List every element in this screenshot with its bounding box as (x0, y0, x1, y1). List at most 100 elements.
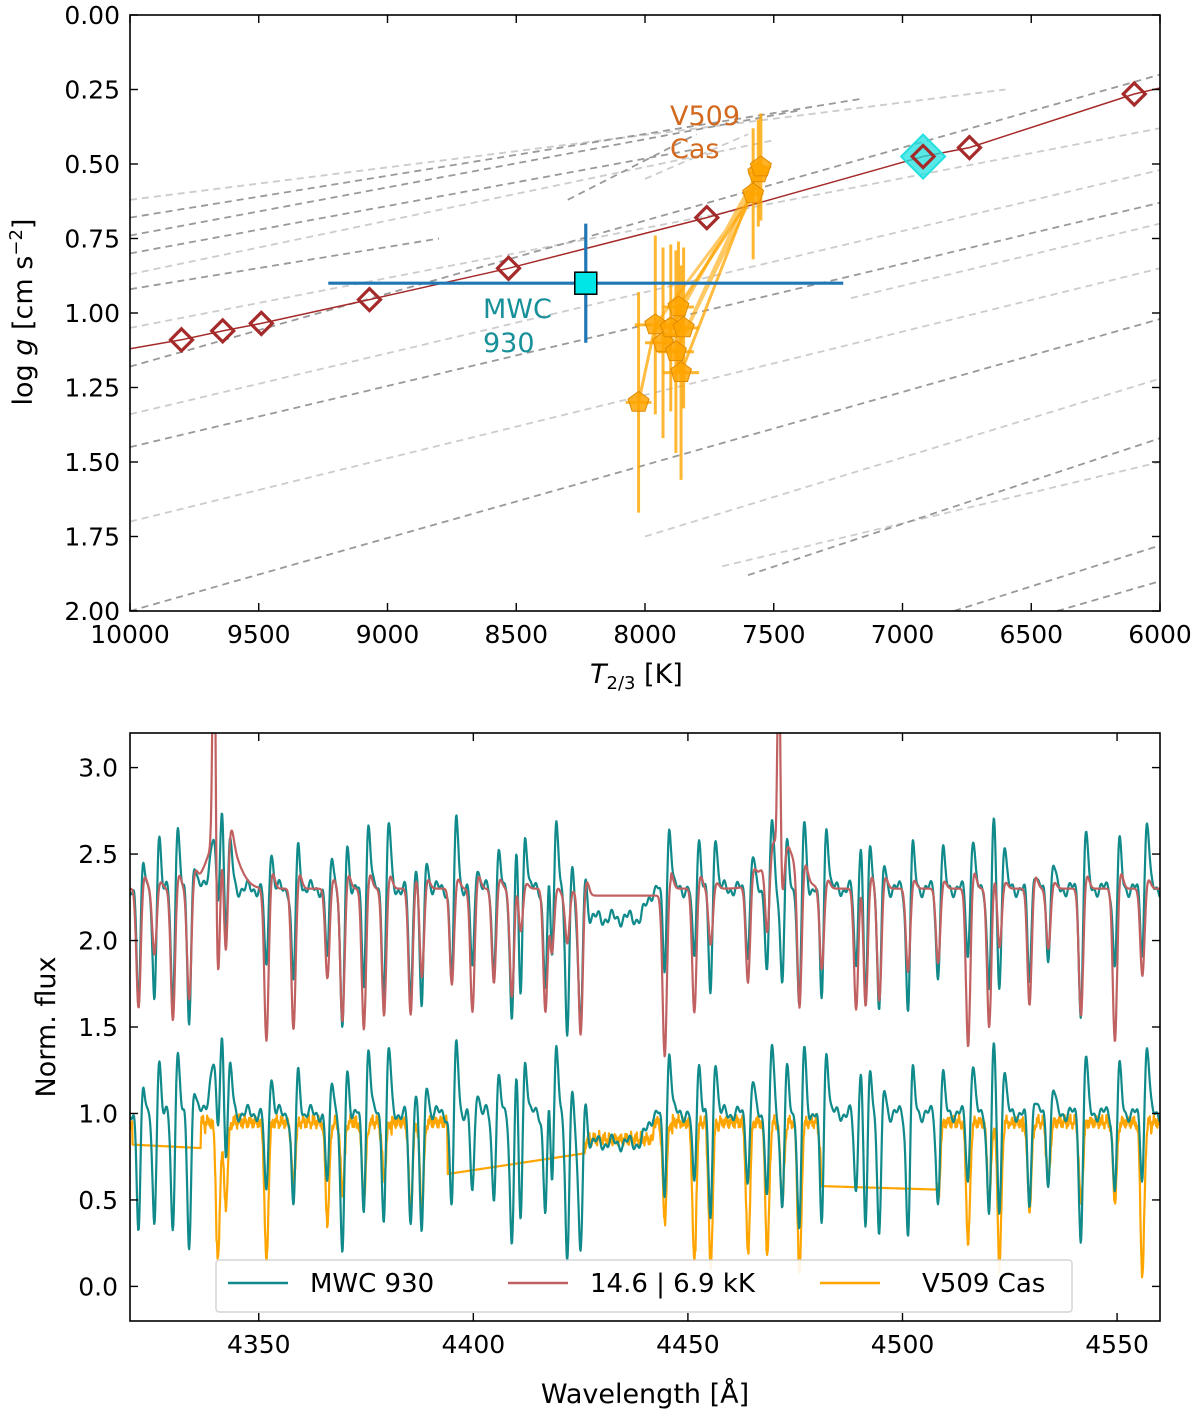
light-track-1 (130, 139, 774, 276)
top-xtick-label-0: 10000 (90, 620, 170, 649)
bot-ytick-label-6: 3.0 (78, 754, 118, 783)
bottom-panel: 4350 4400 4450 4500 4550 0.0 0.5 1.0 1.5 2.0 2.5 3… (31, 732, 1161, 1410)
top-xtick-label-6: 7000 (871, 620, 935, 649)
dark-track-1 (130, 148, 697, 255)
light-track-8 (850, 222, 1160, 299)
bot-ytick-label-3: 1.5 (78, 1013, 118, 1042)
bottom-y-axis-label: Norm. flux (31, 957, 62, 1098)
v509-point-0 (627, 390, 650, 412)
model-point-6 (909, 143, 937, 170)
bottom-x-ticks: 4350 4400 4450 4500 4550 (227, 733, 1149, 1359)
top-ytick-label-3: 0.75 (64, 225, 120, 254)
v509-point-1 (644, 313, 667, 335)
model-point-5 (693, 204, 721, 231)
dark-track-8 (1056, 580, 1160, 611)
mwc-annotation-line2: 930 (483, 328, 535, 359)
bot-xtick-label-2: 4450 (656, 1330, 720, 1359)
v509-point-6 (670, 360, 693, 382)
top-ytick-label-7: 1.75 (64, 523, 120, 552)
v509-point-8 (742, 182, 765, 204)
light-track-4 (130, 267, 1160, 523)
light-track-6 (722, 461, 1160, 568)
dark-track-9 (567, 133, 697, 201)
top-xtick-label-7: 6500 (999, 620, 1063, 649)
top-xtick-label-3: 8500 (484, 620, 548, 649)
bottom-y-ticks: 0.0 0.5 1.0 1.5 2.0 2.5 3.0 (78, 754, 1160, 1301)
legend-label-v509: V509 Cas (922, 1269, 1045, 1299)
top-y-axis-label: log g [cm s−2] (6, 219, 39, 406)
model-point-1 (209, 317, 236, 345)
dark-track-10 (130, 109, 800, 237)
spectrum-mwc-lower (130, 1037, 1160, 1262)
v509-point-4 (664, 340, 687, 362)
model-point-4 (495, 255, 522, 282)
spectrum-model (130, 733, 1160, 1058)
bot-xtick-label-1: 4400 (442, 1330, 506, 1359)
dark-track-0 (130, 97, 865, 219)
light-track-0 (130, 88, 1006, 201)
top-xtick-label-1: 9500 (227, 620, 291, 649)
dark-track-3 (130, 73, 1160, 368)
v509-cas-points (625, 113, 772, 513)
top-ytick-label-0: 0.00 (64, 1, 120, 30)
model-point-0 (168, 326, 195, 354)
model-point-8 (1120, 80, 1148, 108)
top-ytick-label-1: 0.25 (64, 76, 120, 105)
model-line (130, 87, 1160, 350)
v509-annotation-line2: Cas (670, 134, 719, 165)
mwc930-point (328, 223, 844, 343)
legend: MWC 930 14.6 | 6.9 kK V509 Cas (215, 1259, 1073, 1313)
highlight-marker (899, 133, 947, 180)
dark-track-6 (747, 437, 1160, 577)
top-xtick-label-8: 6000 (1128, 620, 1192, 649)
top-ytick-label-2: 0.50 (64, 150, 120, 179)
bot-xtick-label-4: 4550 (1085, 1330, 1149, 1359)
model-point-2 (248, 310, 275, 337)
top-x-axis-label: T2/3 [K] (590, 659, 683, 694)
v509-annotation-line1: V509 (670, 101, 740, 132)
dark-track-5 (130, 318, 1160, 611)
dark-track-7 (953, 544, 1160, 611)
bot-ytick-label-0: 0.0 (78, 1272, 118, 1301)
v509-point-7 (672, 316, 695, 338)
top-axes-frame (129, 14, 1161, 612)
top-ytick-label-6: 1.50 (64, 448, 120, 477)
top-xtick-label-2: 9000 (356, 620, 420, 649)
light-track-7 (644, 133, 749, 180)
bot-ytick-label-4: 2.0 (78, 927, 118, 956)
mwc-annotation-line1: MWC (483, 294, 552, 325)
legend-label-model: 14.6 | 6.9 kK (590, 1269, 756, 1299)
dark-track-2 (130, 237, 440, 291)
model-sequence (130, 80, 1160, 354)
light-track-2 (130, 127, 1160, 329)
top-ytick-label-4: 1.00 (64, 299, 120, 328)
spectrum-v509 (130, 1113, 1160, 1279)
top-ytick-label-8: 2.00 (64, 597, 120, 626)
top-xtick-label-4: 8000 (613, 620, 677, 649)
bottom-x-axis-label: Wavelength [Å] (541, 1378, 749, 1410)
bottom-axes-frame (129, 732, 1161, 1322)
mwc-point (574, 271, 598, 295)
bot-ytick-label-1: 0.5 (78, 1186, 118, 1215)
light-track-3 (130, 169, 1160, 416)
legend-box (215, 1259, 1073, 1313)
v509-point-10 (749, 155, 772, 177)
spectra (130, 733, 1160, 1279)
top-y-ticks: 0.00 0.25 0.50 0.75 1.00 1.25 1.50 1.75 2.00 (64, 1, 1160, 626)
spectrum-mwc-upper (130, 812, 1160, 1037)
top-ytick-label-5: 1.25 (64, 374, 120, 403)
top-panel: 10000 9500 9000 8500 8000 7500 7000 6500 6000 0.… (6, 1, 1192, 694)
model-point-7 (956, 134, 983, 161)
bot-ytick-label-2: 1.0 (78, 1099, 118, 1128)
light-track-5 (644, 377, 1160, 538)
model-point-3 (356, 286, 383, 313)
top-x-ticks: 10000 9500 9000 8500 8000 7500 7000 6500 6000 (90, 15, 1192, 649)
top-xtick-label-5: 7500 (742, 620, 806, 649)
v509-point-5 (667, 295, 690, 317)
evolutionary-tracks (130, 73, 1160, 611)
legend-label-mwc: MWC 930 (310, 1269, 434, 1299)
bot-xtick-label-0: 4350 (227, 1330, 291, 1359)
bot-xtick-label-3: 4500 (871, 1330, 935, 1359)
bot-ytick-label-5: 2.5 (78, 840, 118, 869)
